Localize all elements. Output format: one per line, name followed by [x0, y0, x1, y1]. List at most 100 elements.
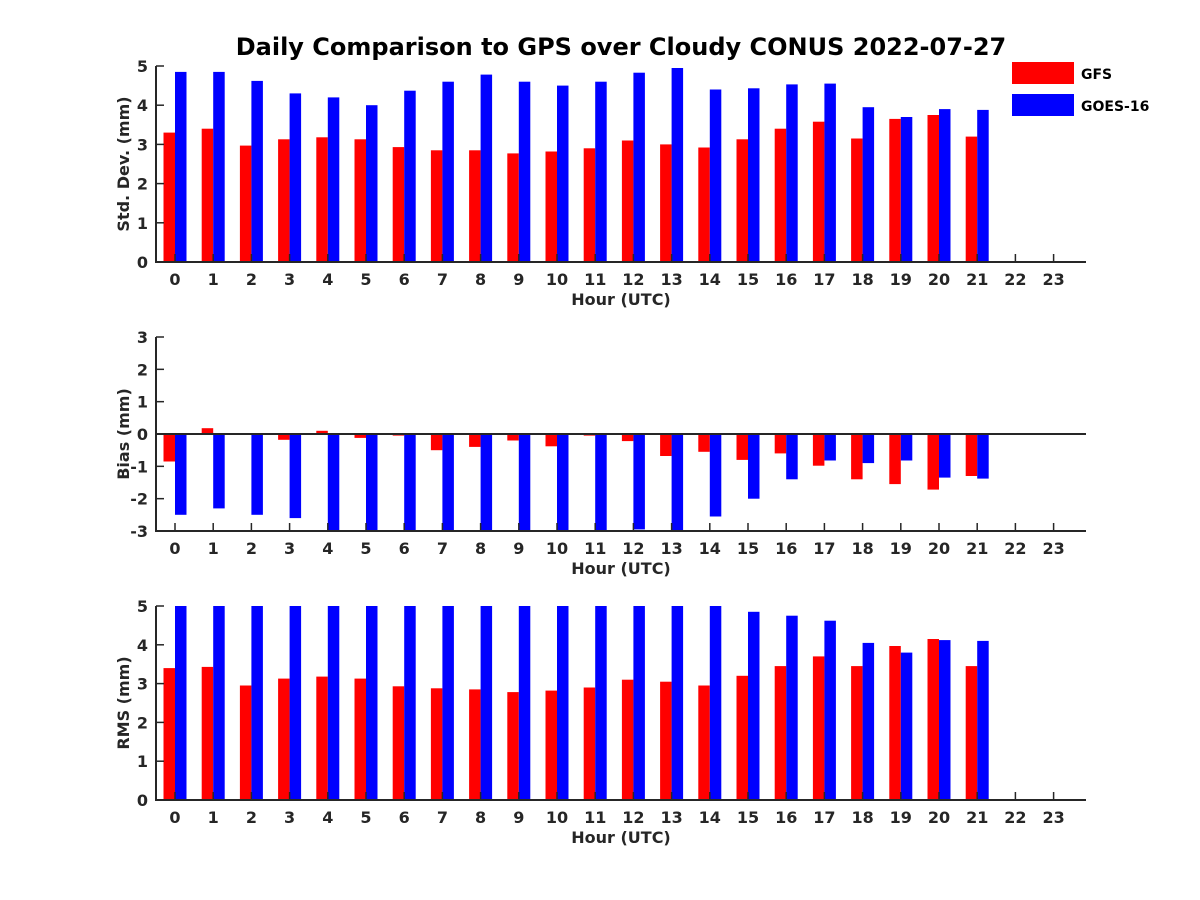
bar-gfs-hour-12	[621, 434, 634, 442]
y-tick-label: 0	[137, 425, 148, 444]
legend-label-gfs: GFS	[1081, 67, 1112, 83]
bar-gfs-hour-15	[736, 139, 748, 262]
bar-goes16-hour-20	[939, 109, 951, 262]
bar-gfs-hour-17	[812, 121, 825, 262]
x-tick-label: 7	[437, 539, 448, 558]
x-tick-label: 5	[360, 270, 371, 289]
bar-goes16-hour-7	[442, 81, 454, 262]
y-tick-label: 1	[137, 393, 148, 412]
bar-gfs-hour-21	[965, 666, 978, 800]
x-axis-label: Hour (UTC)	[571, 559, 671, 578]
bar-gfs-hour-17	[812, 434, 825, 466]
bar-gfs-hour-3	[278, 434, 290, 440]
bar-gfs-hour-3	[278, 678, 290, 800]
x-tick-label: 10	[546, 270, 568, 289]
bar-goes16-hour-4	[327, 434, 340, 531]
legend-label-goes16: GOES-16	[1081, 99, 1149, 115]
bar-goes16-hour-17	[824, 83, 836, 262]
bar-goes16-hour-10	[557, 434, 569, 531]
y-tick-label: -2	[130, 490, 148, 509]
y-tick-label: 5	[137, 57, 148, 76]
bar-goes16-hour-2	[251, 434, 263, 515]
x-tick-label: 16	[775, 270, 797, 289]
bar-gfs-hour-0	[163, 668, 175, 800]
bar-goes16-hour-16	[786, 84, 798, 263]
x-tick-label: 12	[622, 270, 644, 289]
bar-gfs-hour-1	[201, 128, 214, 262]
bar-gfs-hour-18	[851, 666, 863, 800]
legend-swatch-gfs	[1012, 62, 1074, 84]
y-tick-label: 3	[137, 135, 148, 154]
bar-goes16-hour-3	[289, 606, 302, 800]
x-tick-label: 10	[546, 539, 568, 558]
bar-goes16-hour-10	[557, 606, 569, 800]
x-tick-label: 22	[1004, 539, 1026, 558]
bar-gfs-hour-21	[965, 434, 978, 476]
x-tick-label: 12	[622, 539, 644, 558]
x-tick-label: 23	[1042, 270, 1064, 289]
bar-gfs-hour-14	[698, 685, 710, 800]
bar-gfs-hour-11	[583, 148, 596, 262]
bar-gfs-hour-18	[851, 434, 863, 480]
x-tick-label: 11	[584, 539, 606, 558]
bar-gfs-hour-5	[354, 139, 366, 262]
x-tick-label: 19	[890, 808, 912, 827]
x-tick-label: 1	[208, 539, 219, 558]
x-tick-label: 14	[699, 808, 721, 827]
bar-goes16-hour-3	[289, 93, 302, 263]
x-tick-label: 22	[1004, 270, 1026, 289]
bar-goes16-hour-8	[480, 434, 493, 531]
bar-goes16-hour-15	[748, 88, 760, 262]
x-tick-label: 0	[169, 270, 180, 289]
y-tick-label: 2	[137, 713, 148, 732]
x-tick-label: 2	[246, 539, 257, 558]
bar-goes16-hour-5	[366, 606, 378, 800]
x-tick-label: 0	[169, 808, 180, 827]
x-tick-label: 9	[513, 270, 524, 289]
chart-title: Daily Comparison to GPS over Cloudy CONU…	[236, 33, 1007, 61]
bar-gfs-hour-12	[621, 140, 634, 262]
x-tick-label: 21	[966, 270, 988, 289]
bar-goes16-hour-9	[518, 81, 531, 262]
bar-gfs-hour-16	[774, 666, 787, 800]
bar-goes16-hour-14	[709, 434, 722, 517]
y-tick-label: 3	[137, 675, 148, 694]
x-tick-label: 18	[851, 808, 873, 827]
x-tick-label: 5	[360, 808, 371, 827]
bar-goes16-hour-0	[175, 434, 187, 515]
bar-gfs-hour-16	[774, 128, 787, 262]
bar-gfs-hour-14	[698, 434, 710, 452]
bar-gfs-hour-17	[812, 656, 825, 800]
bar-goes16-hour-20	[939, 434, 951, 478]
x-tick-label: 16	[775, 539, 797, 558]
x-tick-label: 15	[737, 270, 759, 289]
bar-goes16-hour-7	[442, 434, 454, 531]
x-tick-label: 17	[813, 808, 835, 827]
bar-gfs-hour-15	[736, 675, 748, 800]
bar-goes16-hour-19	[900, 434, 913, 461]
bar-gfs-hour-0	[163, 132, 175, 262]
bar-goes16-hour-21	[977, 640, 989, 800]
x-tick-label: 6	[399, 539, 410, 558]
bar-gfs-hour-5	[354, 434, 366, 438]
bar-goes16-hour-6	[404, 434, 416, 531]
x-tick-label: 20	[928, 270, 950, 289]
bar-gfs-hour-6	[392, 686, 405, 800]
bar-goes16-hour-8	[480, 606, 493, 800]
bar-gfs-hour-20	[927, 639, 939, 800]
x-tick-label: 19	[890, 270, 912, 289]
x-tick-label: 18	[851, 270, 873, 289]
bar-gfs-hour-8	[469, 150, 481, 262]
x-tick-label: 13	[660, 539, 682, 558]
bar-goes16-hour-17	[824, 434, 836, 461]
bar-gfs-hour-14	[698, 147, 710, 262]
x-tick-label: 17	[813, 270, 835, 289]
x-tick-label: 6	[399, 270, 410, 289]
x-tick-label: 14	[699, 270, 721, 289]
x-tick-label: 8	[475, 270, 486, 289]
bar-gfs-hour-0	[163, 434, 175, 462]
x-tick-label: 14	[699, 539, 721, 558]
